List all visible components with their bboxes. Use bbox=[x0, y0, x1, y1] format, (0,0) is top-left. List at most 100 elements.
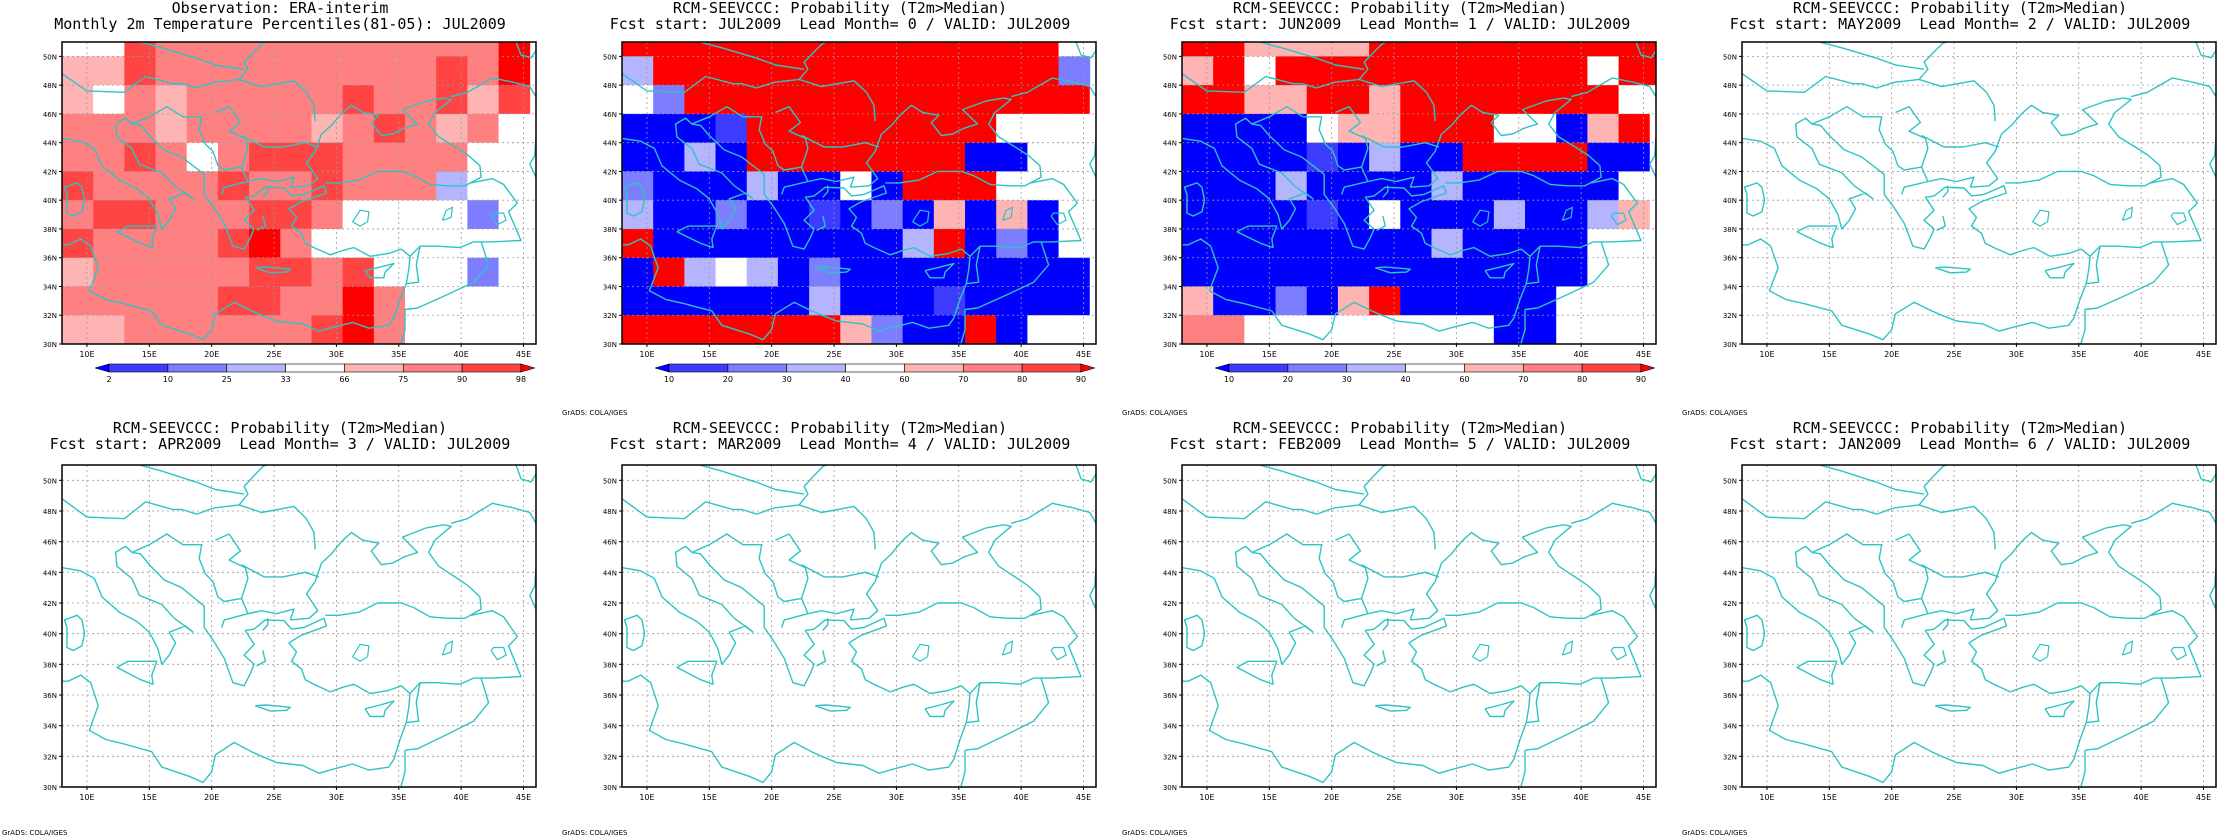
field-cell bbox=[217, 171, 250, 201]
coastline bbox=[1382, 185, 1389, 198]
field-cell bbox=[498, 85, 531, 115]
coastline bbox=[131, 533, 249, 628]
lat-tick-label: 36N bbox=[603, 255, 617, 263]
coastline bbox=[451, 502, 536, 524]
lat-tick-label: 30N bbox=[43, 784, 57, 792]
map-frame bbox=[61, 41, 537, 345]
colorbar-label: 40 bbox=[840, 375, 850, 384]
coastline bbox=[404, 677, 490, 751]
coastline bbox=[960, 750, 966, 787]
coastline bbox=[966, 682, 981, 724]
coastline bbox=[1182, 117, 1531, 341]
field-cell bbox=[155, 113, 188, 144]
coastline bbox=[2045, 343, 2046, 344]
field-cell bbox=[1587, 142, 1619, 172]
coastline bbox=[2089, 177, 2202, 257]
field-cell bbox=[124, 315, 312, 344]
field-cell bbox=[217, 286, 281, 316]
field-cell bbox=[155, 42, 499, 57]
lake-outline bbox=[1610, 646, 1627, 661]
coastline bbox=[406, 246, 421, 285]
map-svg: 10E 15E 20E 25E 30E 35E 40E 45E 30N 32N 34N 36N 38N 4… bbox=[1723, 464, 2217, 802]
lat-tick-label: 34N bbox=[43, 283, 57, 291]
lat-tick-label: 40N bbox=[43, 197, 57, 205]
coastline bbox=[850, 97, 1042, 188]
lat-tick-label: 46N bbox=[603, 539, 617, 547]
panel-lead-1: RCM-SEEVCCC: Probability (T2m>Median) Fc… bbox=[1120, 0, 1680, 420]
coastline bbox=[816, 650, 827, 667]
lon-tick-label: 25E bbox=[1386, 350, 1401, 359]
field-cell bbox=[1337, 286, 1370, 316]
lat-tick-label: 44N bbox=[1723, 569, 1737, 577]
field-cell bbox=[93, 200, 156, 230]
lon-tick-label: 35E bbox=[1511, 793, 1526, 802]
panel-title-line2: Fcst start: JUL2009 Lead Month= 0 / VALI… bbox=[609, 15, 1071, 33]
lon-tick-label: 10E bbox=[639, 793, 654, 802]
colorbar-label: 70 bbox=[1518, 375, 1528, 384]
field-cell bbox=[1493, 113, 1526, 144]
field-cell bbox=[1027, 200, 1059, 230]
coastline bbox=[409, 609, 522, 694]
coastline bbox=[1485, 343, 1486, 344]
lat-tick-label: 40N bbox=[603, 631, 617, 639]
coastline bbox=[924, 262, 955, 279]
lon-tick-label: 25E bbox=[826, 793, 841, 802]
lake-outline bbox=[352, 643, 370, 663]
field-cell bbox=[1493, 200, 1526, 230]
lon-tick-label: 30E bbox=[889, 350, 904, 359]
coastline bbox=[850, 524, 1042, 621]
field-cell bbox=[965, 228, 997, 259]
map-plot-area bbox=[622, 42, 1096, 344]
coastline bbox=[2195, 42, 2216, 59]
coastline bbox=[238, 504, 316, 550]
colorbar-segment bbox=[1021, 363, 1082, 373]
lon-tick-label: 40E bbox=[454, 350, 469, 359]
lat-tick-label: 50N bbox=[1723, 53, 1737, 61]
lon-tick-label: 15E bbox=[702, 793, 717, 802]
field-cell bbox=[1244, 85, 1308, 115]
field-cell bbox=[840, 286, 935, 316]
coastline bbox=[1075, 42, 1096, 59]
field-cell bbox=[186, 85, 344, 115]
field-cell bbox=[342, 315, 375, 344]
coastline bbox=[1251, 533, 1369, 628]
map-plot-area bbox=[1182, 465, 1656, 787]
lon-tick-label: 30E bbox=[329, 350, 344, 359]
field-cell bbox=[342, 257, 375, 287]
field-cell bbox=[1306, 200, 1339, 230]
lat-tick-label: 38N bbox=[1723, 661, 1737, 669]
coastline bbox=[1796, 660, 1838, 686]
lon-tick-label: 40E bbox=[2134, 793, 2149, 802]
map-plot-area bbox=[1182, 42, 1656, 344]
lon-tick-label: 40E bbox=[1574, 793, 1589, 802]
field-cell bbox=[653, 257, 685, 287]
lat-tick-label: 36N bbox=[1163, 692, 1177, 700]
coastline bbox=[241, 134, 320, 148]
field-cell bbox=[902, 315, 966, 344]
field-cell bbox=[467, 56, 499, 86]
coastline bbox=[1375, 704, 1411, 712]
coastline bbox=[255, 704, 291, 712]
field-cell bbox=[902, 228, 935, 259]
lat-tick-label: 42N bbox=[603, 600, 617, 608]
coastline bbox=[622, 545, 971, 784]
map-plot: 10E 15E 20E 25E 30E 35E 40E 45E 30N 32N 34N 36N 38N 4… bbox=[590, 463, 1100, 803]
lon-tick-label: 40E bbox=[1014, 350, 1029, 359]
coastline bbox=[925, 343, 926, 344]
credit-label: GrADS: COLA/IGES bbox=[562, 409, 628, 417]
coastline bbox=[1796, 225, 1838, 249]
field-cell bbox=[965, 142, 1028, 172]
coastline bbox=[1811, 105, 1929, 195]
field-cell bbox=[1618, 142, 1651, 172]
field-cell bbox=[405, 286, 531, 316]
coastline bbox=[1935, 266, 1971, 274]
field-cell bbox=[684, 85, 1091, 115]
lat-tick-label: 50N bbox=[1163, 477, 1177, 485]
lon-tick-label: 25E bbox=[266, 793, 281, 802]
coastline bbox=[515, 42, 536, 59]
lon-tick-label: 35E bbox=[391, 793, 406, 802]
map-frame bbox=[621, 464, 1097, 788]
coastline bbox=[1011, 502, 1096, 524]
field-cell bbox=[1244, 315, 1276, 344]
coastline bbox=[131, 105, 249, 195]
